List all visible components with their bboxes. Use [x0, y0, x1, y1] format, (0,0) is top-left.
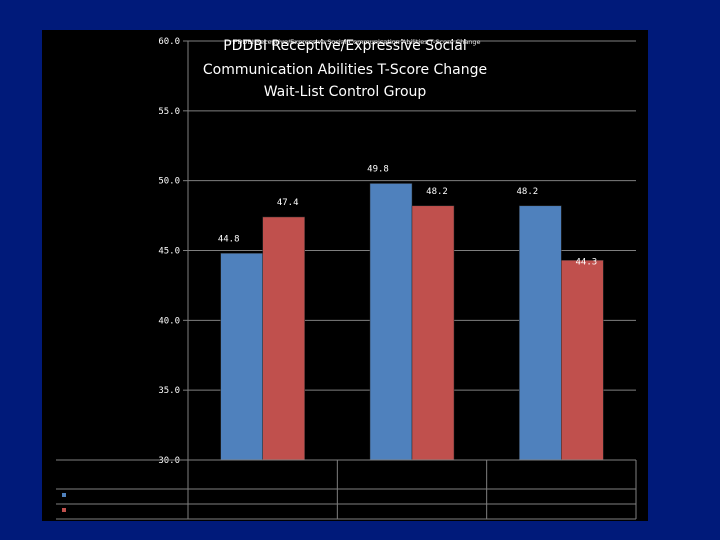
bar [220, 253, 263, 461]
legend-key [62, 493, 66, 497]
data-label: 44.8 [218, 234, 240, 244]
y-tick-label: 35.0 [158, 386, 180, 396]
chart-title-overlay: PDDBI Receptive/Expressive Social Commun… [233, 38, 481, 46]
bar [369, 183, 413, 461]
legend-key [62, 508, 66, 512]
chart-title-line-2: Communication Abilities T-Score Change [202, 62, 488, 78]
data-label: 44.3 [575, 257, 597, 267]
chart-panel: 30.0 35.0 40.0 45.0 50.0 55.0 60.0 44.8 49.8 48.2… [42, 30, 648, 521]
y-tick-label: 55.0 [158, 107, 180, 117]
data-label: 48.2 [516, 187, 538, 197]
chart-title-line-3: Wait-List Control Group [263, 84, 427, 100]
bar-chart: 30.0 35.0 40.0 45.0 50.0 55.0 60.0 44.8 49.8 48.2… [56, 37, 637, 520]
chart-title-line-1: PDDBI Receptive/Expressive Social [223, 38, 467, 54]
y-tick-label: 60.0 [158, 37, 180, 47]
bar [262, 216, 305, 461]
bar [519, 205, 562, 461]
y-tick-label: 40.0 [158, 316, 180, 326]
data-label: 49.8 [367, 164, 389, 174]
y-tick-label: 50.0 [158, 177, 180, 187]
y-tick-label: 30.0 [158, 456, 180, 466]
data-label: 47.4 [277, 198, 299, 208]
bar [561, 260, 604, 461]
bar [411, 205, 455, 461]
y-tick-label: 45.0 [158, 247, 180, 257]
data-label: 48.2 [426, 187, 448, 197]
